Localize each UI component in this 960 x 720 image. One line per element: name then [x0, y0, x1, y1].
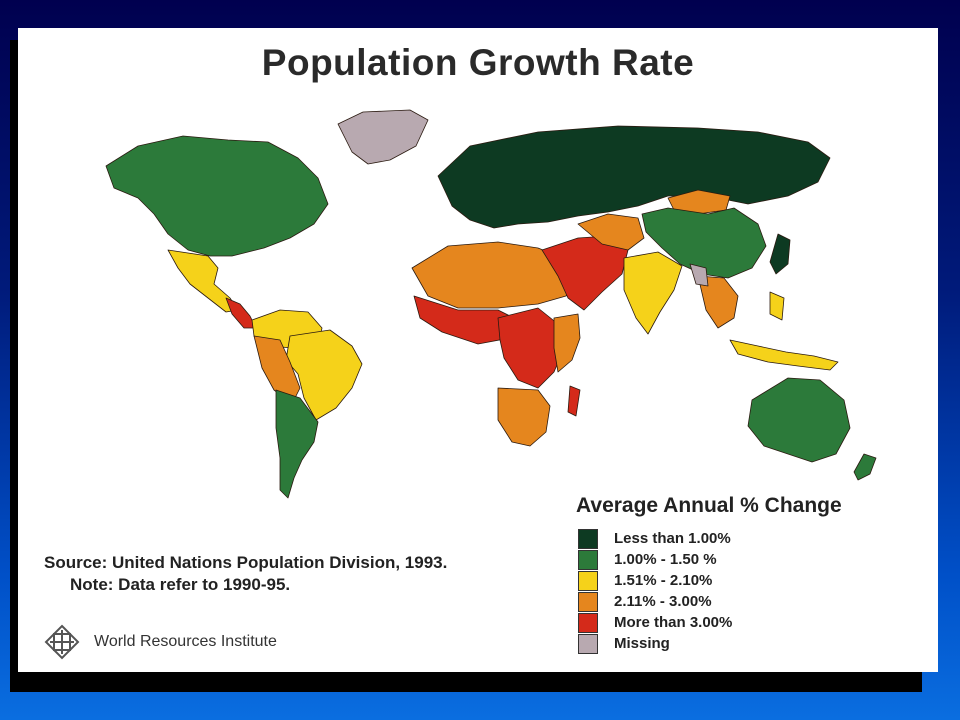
region-brazil	[285, 329, 363, 421]
legend-item: 2.11% - 3.00%	[578, 591, 842, 612]
publisher-name: World Resources Institute	[94, 633, 277, 650]
region-india	[623, 251, 683, 335]
region-andes	[253, 335, 301, 405]
region-south-cone	[275, 389, 319, 499]
region-east-africa	[553, 313, 581, 373]
map-panel: Population Growth Rate	[18, 28, 938, 672]
region-southeast-asia	[697, 275, 739, 329]
legend-swatch	[578, 528, 598, 549]
region-philippines	[769, 291, 785, 321]
publisher: World Resources Institute	[44, 624, 277, 660]
legend-item: Less than 1.00%	[578, 528, 842, 549]
region-madagascar	[567, 385, 581, 417]
legend: Average Annual % Change Less than 1.00% …	[576, 494, 842, 654]
wri-logo-icon	[44, 624, 80, 660]
legend-item: 1.00% - 1.50 %	[578, 549, 842, 570]
source-note: Source: United Nations Population Divisi…	[44, 552, 447, 596]
region-central-america	[225, 297, 257, 329]
region-australia	[747, 377, 851, 463]
region-china	[641, 207, 767, 279]
region-central-africa	[497, 307, 565, 389]
region-europe-russia	[437, 125, 831, 229]
legend-label: 1.51% - 2.10%	[614, 572, 713, 589]
legend-swatch	[578, 633, 598, 654]
legend-swatch	[578, 570, 598, 591]
legend-label: Missing	[614, 635, 670, 652]
legend-item: Missing	[578, 633, 842, 654]
legend-item: More than 3.00%	[578, 612, 842, 633]
page-title: Population Growth Rate	[261, 42, 695, 83]
legend-swatch	[578, 549, 598, 570]
legend-swatch	[578, 591, 598, 612]
region-greenland	[337, 109, 429, 165]
region-indochina-missing	[689, 263, 709, 287]
source-text: Source: United Nations Population Divisi…	[44, 553, 448, 572]
region-south-africa	[497, 387, 551, 447]
legend-swatch	[578, 612, 598, 633]
region-new-zealand	[853, 453, 877, 481]
region-central-asia	[577, 213, 645, 251]
legend-label: 2.11% - 3.00%	[614, 593, 712, 610]
region-japan	[769, 233, 791, 275]
region-indonesia	[729, 339, 839, 371]
legend-item: 1.51% - 2.10%	[578, 570, 842, 591]
legend-label: Less than 1.00%	[614, 530, 731, 547]
legend-title: Average Annual % Change	[576, 494, 842, 517]
note-text: Note: Data refer to 1990-95.	[70, 575, 291, 594]
legend-label: 1.00% - 1.50 %	[614, 551, 717, 568]
legend-label: More than 3.00%	[614, 614, 733, 631]
region-north-america	[105, 135, 329, 257]
world-map	[105, 109, 877, 499]
